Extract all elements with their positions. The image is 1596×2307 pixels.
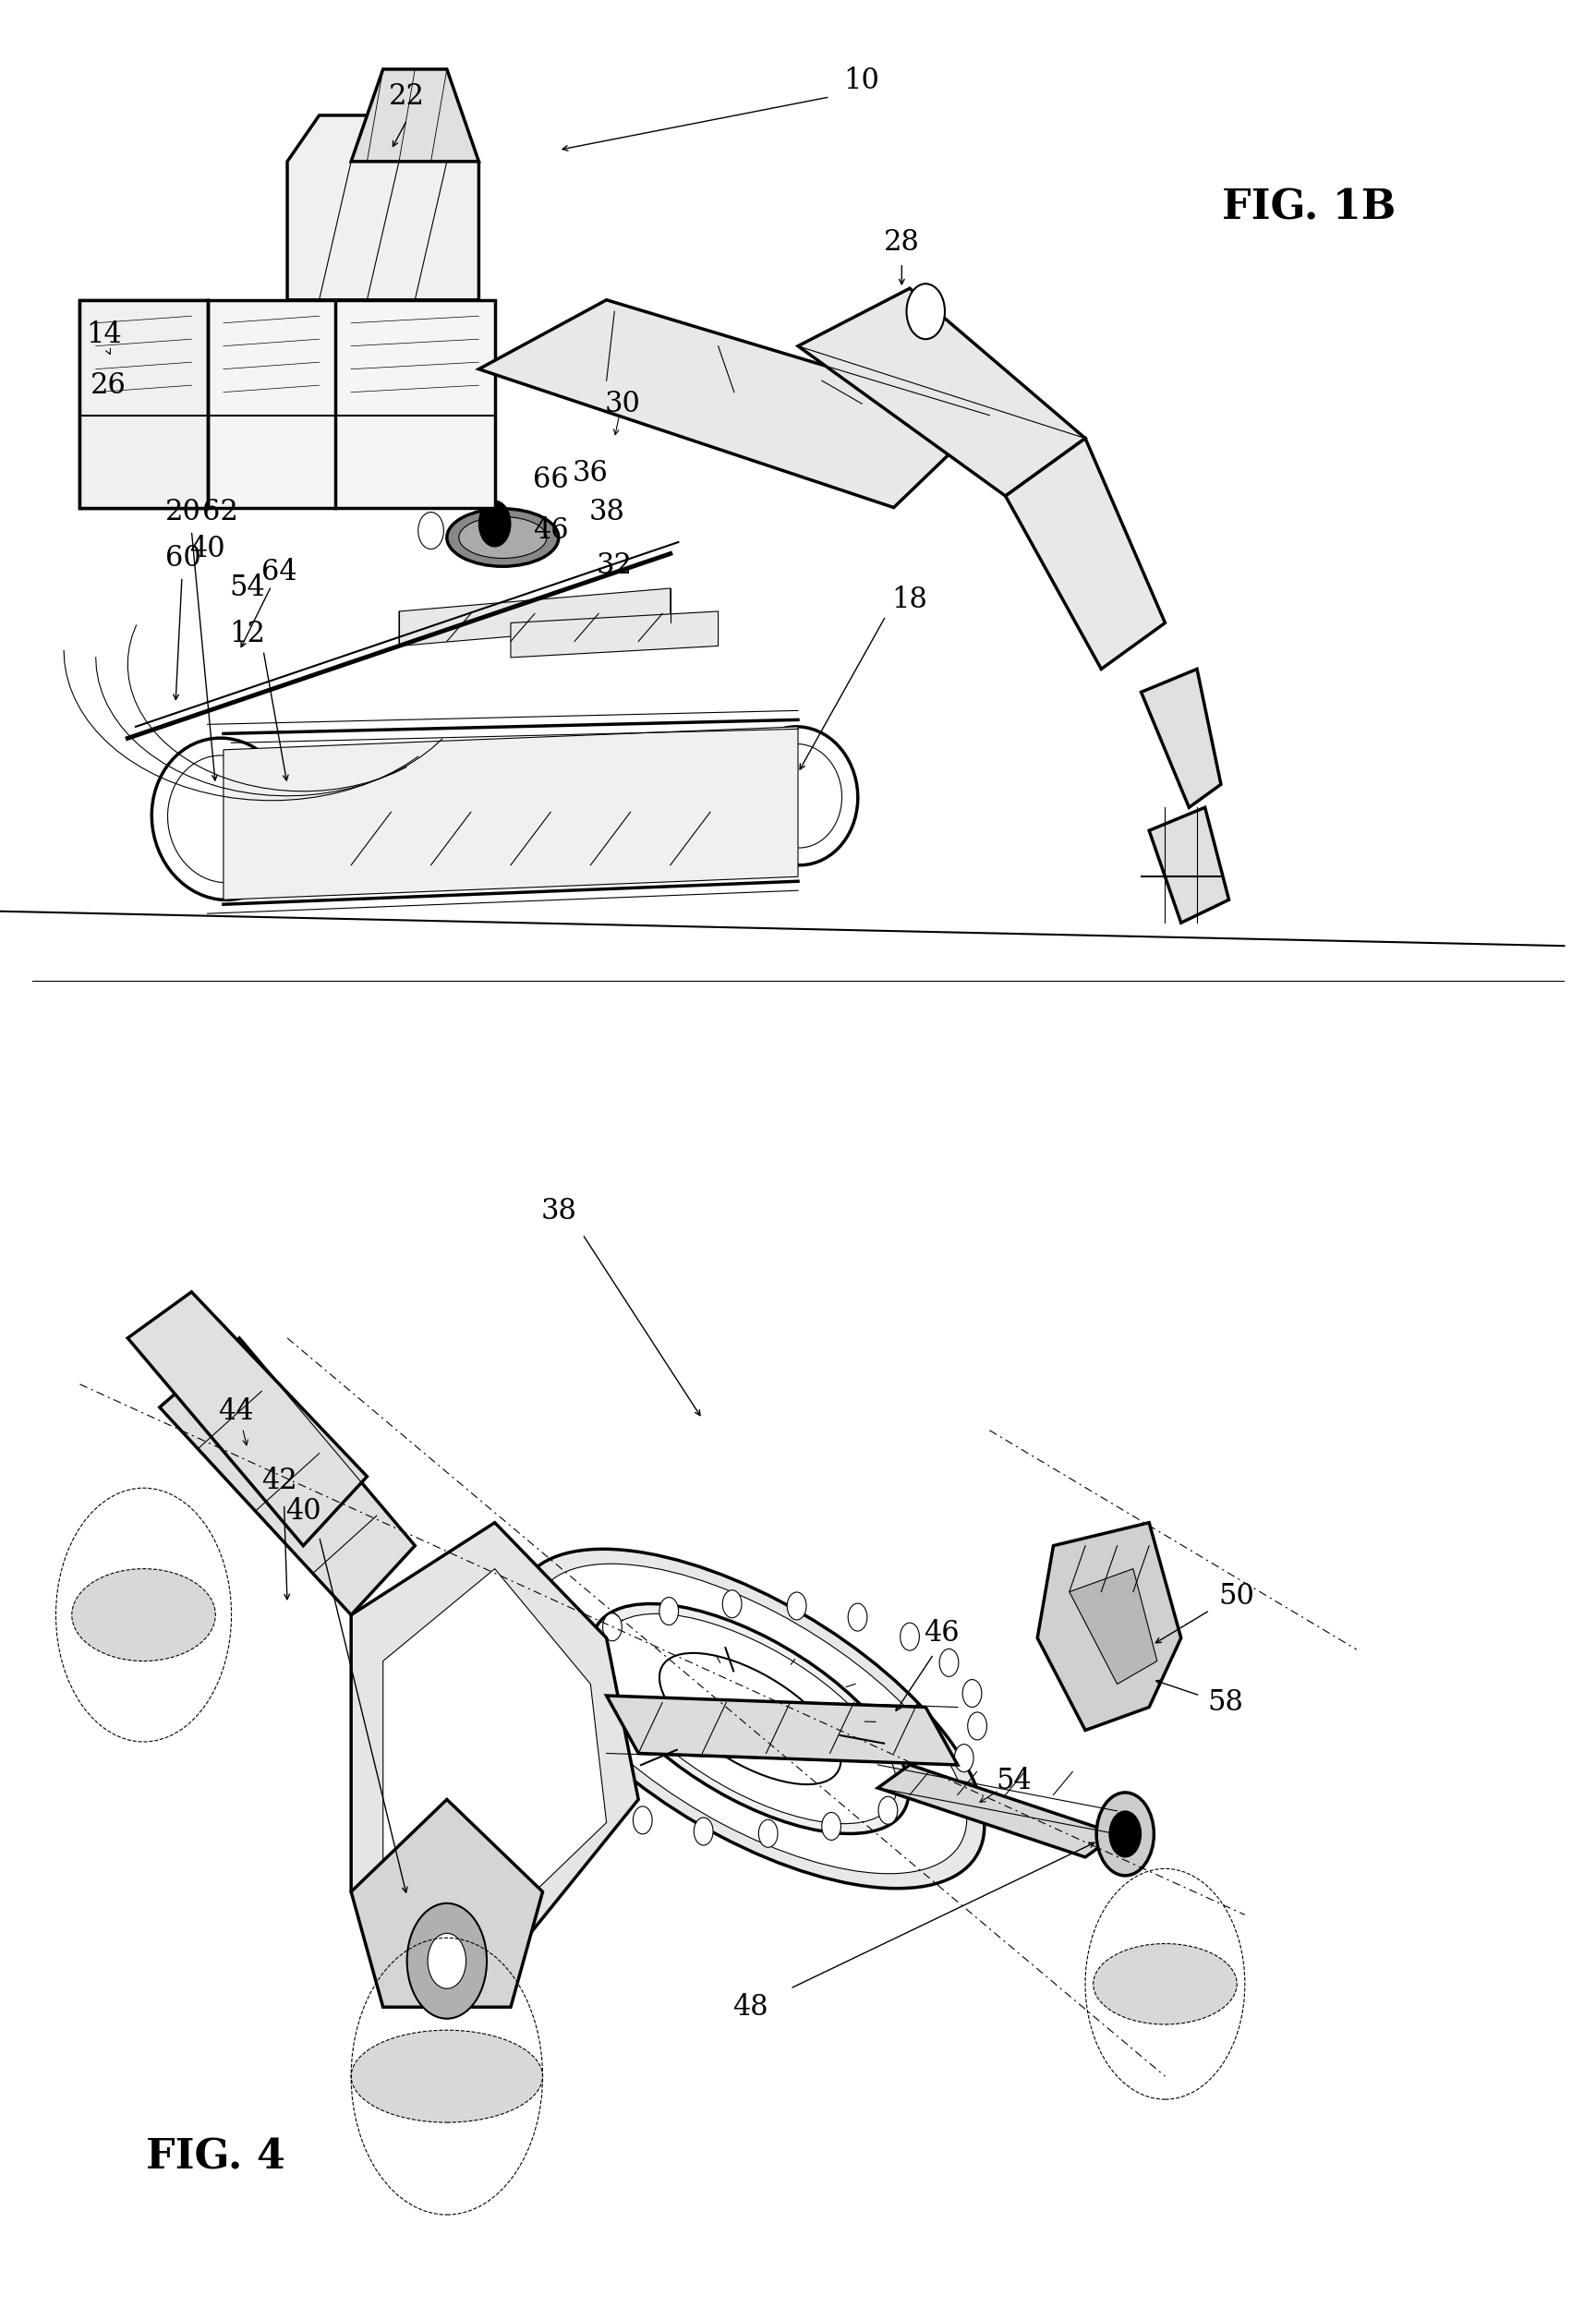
Text: 22: 22: [389, 83, 425, 111]
Ellipse shape: [516, 1548, 985, 1889]
Polygon shape: [1069, 1569, 1157, 1684]
Polygon shape: [128, 1292, 367, 1546]
Text: FIG. 4: FIG. 4: [145, 2136, 286, 2178]
Circle shape: [634, 1806, 653, 1834]
Circle shape: [519, 1730, 538, 1758]
Circle shape: [514, 1698, 533, 1726]
Circle shape: [659, 1596, 678, 1624]
Text: 66: 66: [533, 466, 568, 494]
Text: 54: 54: [230, 574, 265, 602]
Circle shape: [962, 1679, 982, 1707]
Circle shape: [527, 1666, 546, 1693]
Circle shape: [900, 1622, 919, 1650]
Polygon shape: [606, 1696, 958, 1765]
Text: FIG. 1B: FIG. 1B: [1221, 187, 1396, 228]
Circle shape: [907, 284, 945, 339]
Polygon shape: [383, 1569, 606, 1915]
Circle shape: [407, 1903, 487, 2019]
Ellipse shape: [592, 1603, 908, 1834]
Text: 58: 58: [1208, 1689, 1243, 1716]
Polygon shape: [351, 69, 479, 161]
Polygon shape: [80, 300, 495, 508]
Circle shape: [822, 1813, 841, 1841]
Text: 38: 38: [541, 1197, 576, 1225]
Circle shape: [954, 1744, 974, 1772]
Polygon shape: [351, 1799, 543, 2007]
Polygon shape: [511, 611, 718, 657]
Text: 14: 14: [86, 321, 121, 348]
Circle shape: [878, 1797, 897, 1825]
Text: 60: 60: [166, 544, 201, 572]
Polygon shape: [223, 727, 798, 900]
Text: 46: 46: [533, 517, 568, 544]
Text: 48: 48: [733, 1993, 768, 2021]
Text: 26: 26: [91, 371, 126, 399]
Text: 40: 40: [190, 535, 225, 563]
Text: 20: 20: [166, 498, 201, 526]
Circle shape: [924, 1774, 943, 1802]
Polygon shape: [160, 1338, 415, 1615]
Polygon shape: [1149, 807, 1229, 923]
Ellipse shape: [1093, 1942, 1237, 2026]
Text: 32: 32: [597, 551, 632, 579]
Circle shape: [581, 1788, 600, 1816]
Text: 40: 40: [286, 1497, 321, 1525]
Polygon shape: [351, 1523, 638, 1938]
Ellipse shape: [447, 510, 559, 568]
Ellipse shape: [603, 1615, 897, 1823]
Text: 44: 44: [219, 1398, 254, 1426]
Polygon shape: [1141, 669, 1221, 807]
Circle shape: [967, 1712, 986, 1739]
Polygon shape: [878, 1765, 1117, 1857]
Polygon shape: [399, 588, 670, 646]
Circle shape: [723, 1590, 742, 1617]
Polygon shape: [1037, 1523, 1181, 1730]
Polygon shape: [479, 300, 990, 508]
Circle shape: [940, 1650, 959, 1677]
Ellipse shape: [460, 517, 546, 558]
Polygon shape: [80, 300, 207, 508]
Polygon shape: [287, 115, 479, 300]
Polygon shape: [1005, 438, 1165, 669]
Circle shape: [787, 1592, 806, 1620]
Circle shape: [694, 1818, 713, 1846]
Text: 18: 18: [892, 586, 927, 614]
Text: 50: 50: [1219, 1583, 1254, 1610]
Ellipse shape: [351, 2030, 543, 2122]
Circle shape: [428, 1933, 466, 1989]
Circle shape: [557, 1636, 576, 1663]
Text: 62: 62: [203, 498, 238, 526]
Text: 42: 42: [262, 1467, 297, 1495]
Ellipse shape: [72, 1569, 215, 1661]
Text: 30: 30: [605, 390, 640, 418]
Circle shape: [1109, 1811, 1141, 1857]
Text: 12: 12: [230, 621, 265, 648]
Circle shape: [603, 1613, 622, 1640]
Circle shape: [847, 1603, 867, 1631]
Text: 28: 28: [884, 228, 919, 256]
Text: 64: 64: [262, 558, 297, 586]
Circle shape: [758, 1820, 777, 1848]
Text: 36: 36: [573, 459, 608, 487]
Text: 54: 54: [996, 1767, 1031, 1795]
Text: 38: 38: [589, 498, 624, 526]
Circle shape: [1096, 1793, 1154, 1876]
Ellipse shape: [533, 1564, 967, 1873]
Text: 46: 46: [924, 1620, 959, 1647]
Circle shape: [541, 1760, 560, 1788]
Circle shape: [479, 501, 511, 547]
Text: 10: 10: [844, 67, 879, 95]
Polygon shape: [798, 288, 1085, 496]
